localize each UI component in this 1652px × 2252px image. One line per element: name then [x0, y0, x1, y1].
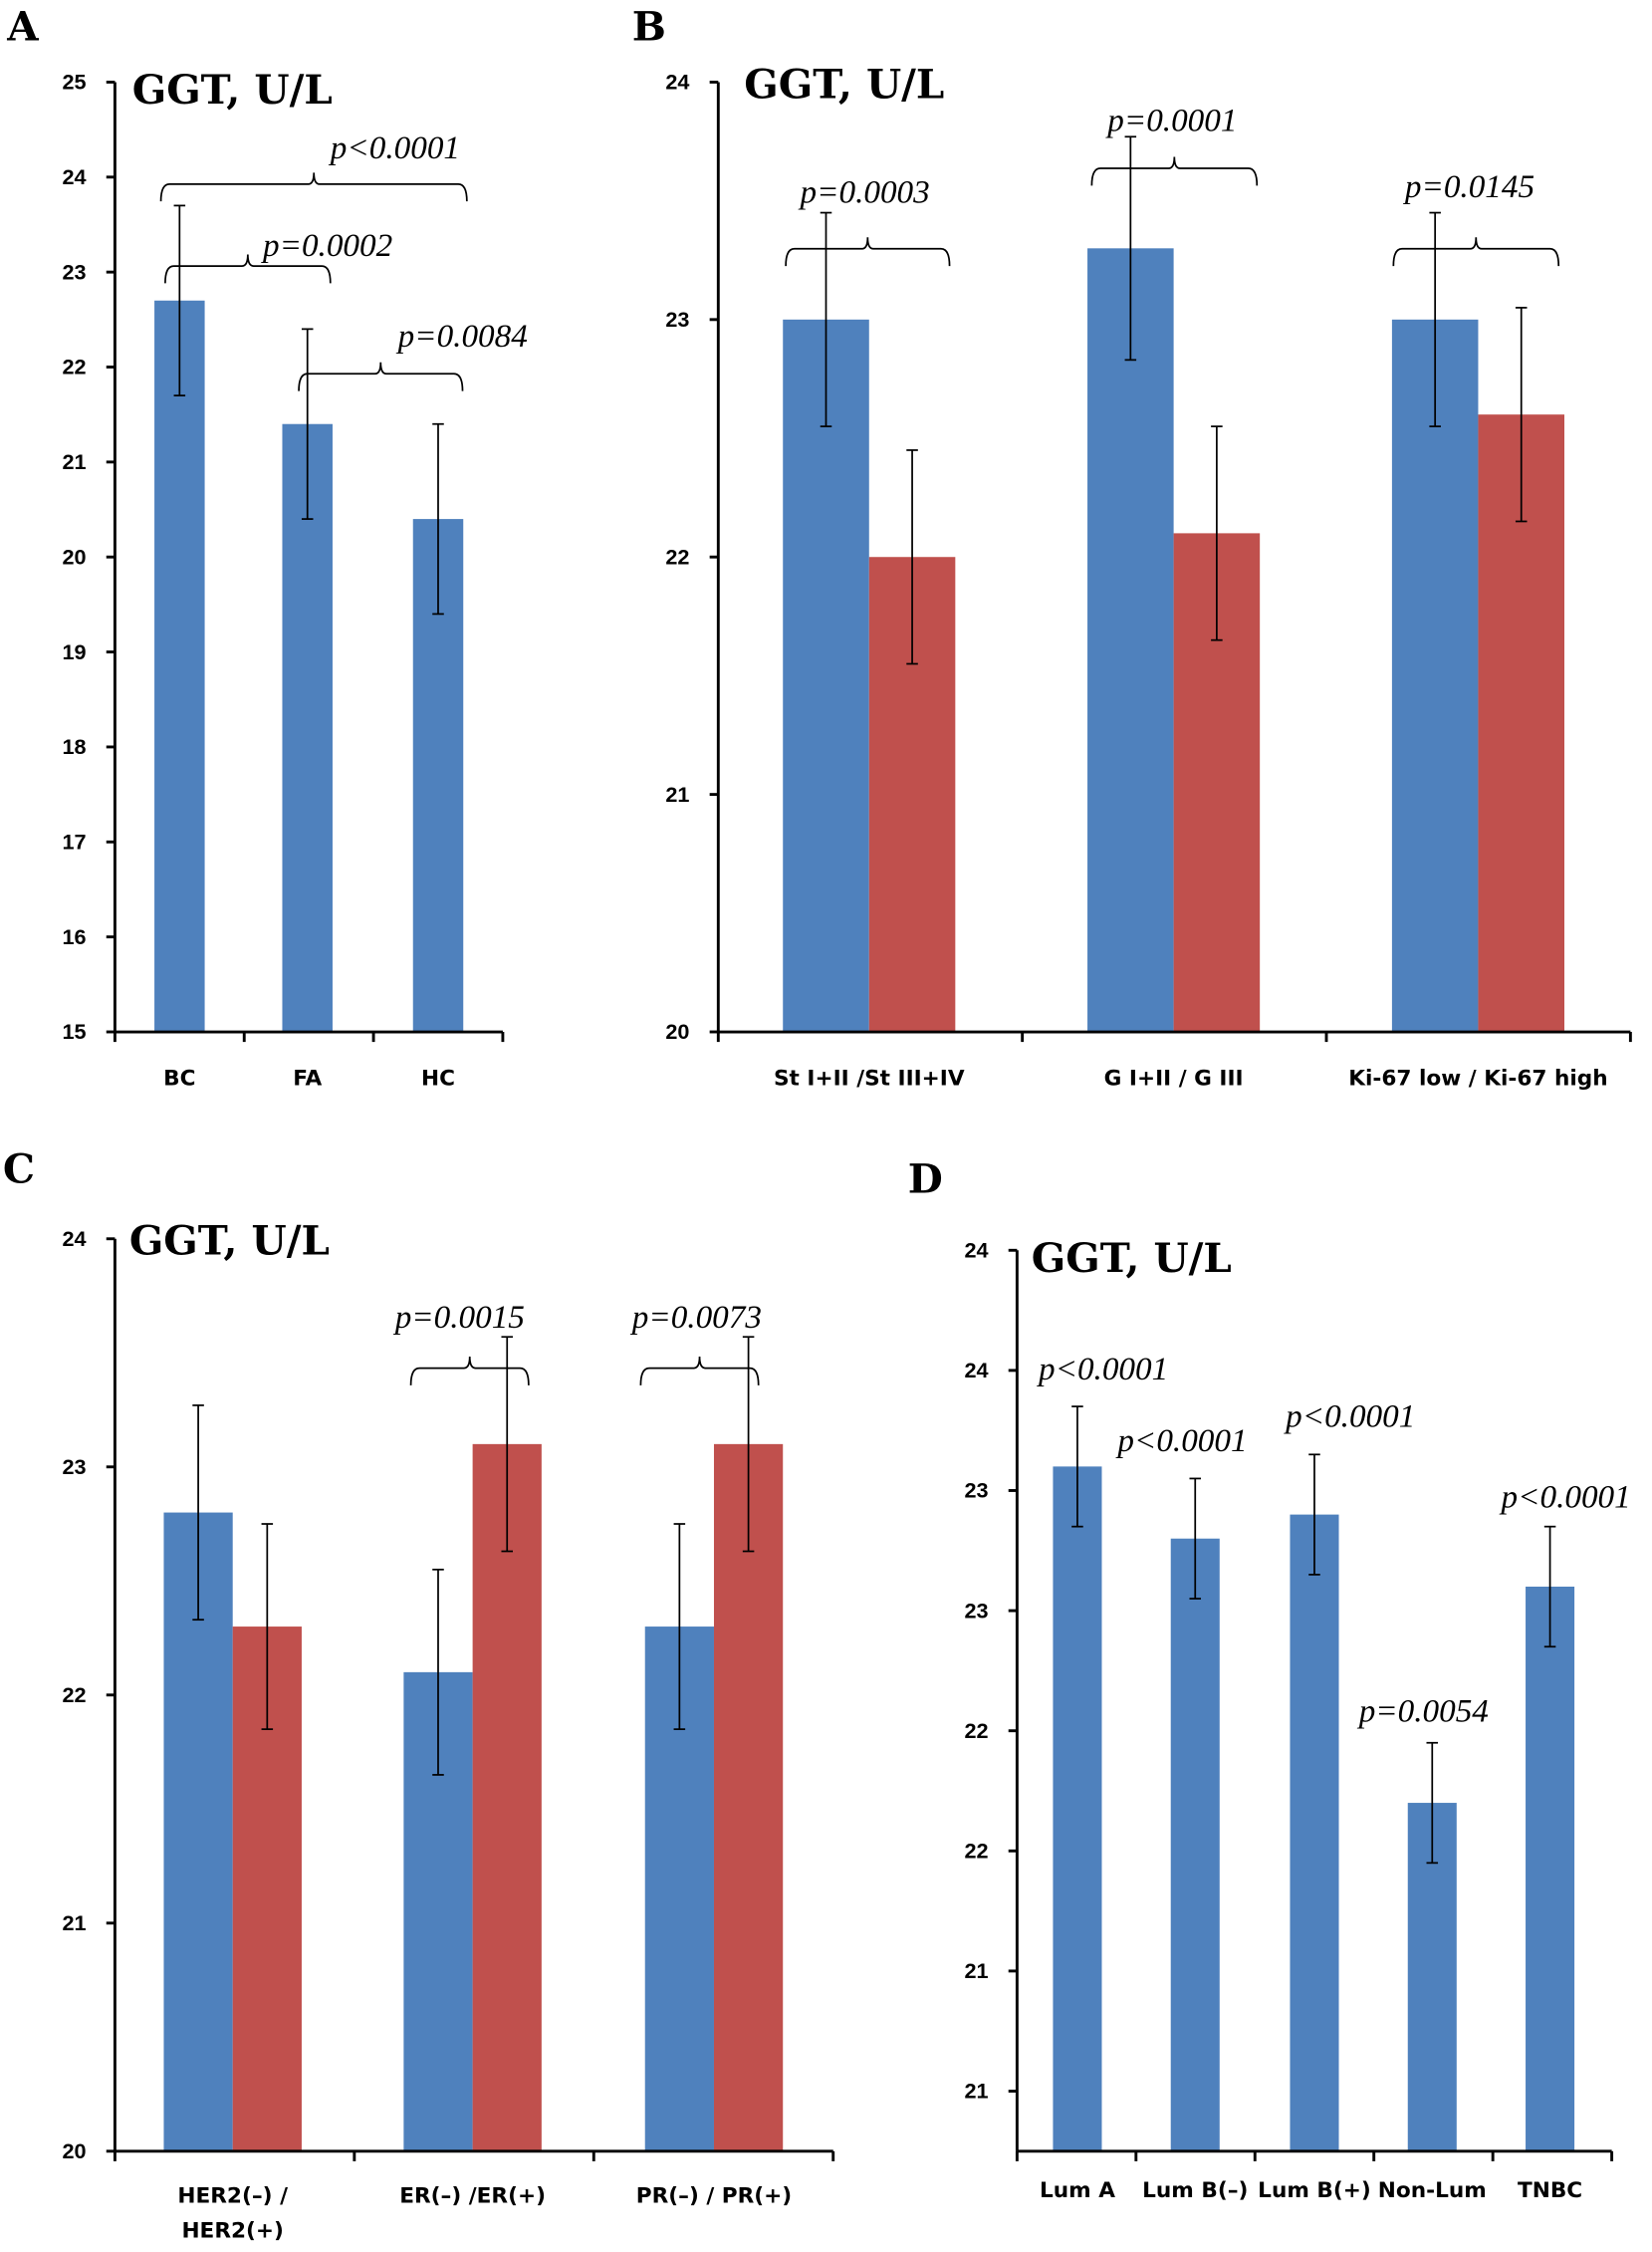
p-value-label: p=0.0145	[1403, 168, 1534, 205]
panel-a: A GGT, U/L 15 16 17 18 19 20 21 22 23 24 25 BC FA HC p<0…	[6, 3, 528, 1092]
p-value-label: p=0.0084	[396, 318, 528, 355]
y-tick-label: 23	[964, 1478, 988, 1503]
x-tick-label: Lum A	[1040, 2178, 1115, 2203]
y-tick-label: 25	[62, 70, 86, 95]
significance-bracket	[164, 254, 332, 284]
bar	[1526, 1586, 1575, 2151]
bar	[1087, 248, 1174, 1033]
significance-bracket	[298, 362, 464, 391]
panel-letter: A	[6, 3, 39, 51]
significance-bracket	[159, 172, 468, 202]
y-tick-label: 22	[964, 1839, 988, 1864]
bar	[154, 300, 205, 1033]
y-tick-label: 23	[964, 1598, 988, 1623]
significance-bracket	[639, 1357, 760, 1385]
chart-title: GGT, U/L	[1032, 1234, 1232, 1282]
y-tick-label: 16	[62, 924, 86, 949]
y-tick-label: 24	[964, 1237, 988, 1262]
panel-letter: C	[3, 1144, 35, 1192]
y-tick-label: 24	[964, 1358, 988, 1382]
panel-letter: D	[908, 1155, 943, 1203]
p-value-label: p=0.0001	[1105, 102, 1237, 138]
bar	[713, 1443, 784, 2151]
x-tick-label: PR(–) / PR(+)	[636, 2184, 792, 2209]
p-value-label: p<0.0001	[329, 129, 460, 166]
y-tick-label: 24	[665, 70, 689, 95]
significance-bracket	[1392, 237, 1560, 267]
significance-bracket	[1090, 156, 1259, 186]
x-tick-label: Ki-67 low / Ki-67 high	[1348, 1066, 1607, 1091]
y-tick-label: 24	[62, 164, 86, 189]
x-tick-label: ER(–) /ER(+)	[399, 2184, 546, 2209]
y-tick-label: 21	[62, 449, 86, 474]
y-tick-label: 21	[665, 782, 689, 807]
y-tick-label: 15	[62, 1019, 86, 1044]
x-tick-label: Lum B(–)	[1142, 2178, 1248, 2203]
p-value-label: p<0.0001	[1500, 1479, 1631, 1516]
panel-d: D GGT, U/L 21 21 22 22 23 23 24 24 Lum A Lum B(–) Lu…	[908, 1155, 1631, 2203]
y-tick-label: 22	[62, 1682, 86, 1707]
y-tick-label: 20	[62, 2138, 86, 2163]
significance-bracket	[409, 1357, 530, 1385]
bar	[1290, 1514, 1339, 2151]
bar	[783, 319, 869, 1033]
x-tick-label: TNBC	[1518, 2178, 1582, 2203]
x-tick-label: Non-Lum	[1378, 2178, 1487, 2203]
bar	[1053, 1466, 1102, 2151]
y-tick-label: 20	[665, 1019, 689, 1044]
y-tick-label: 21	[964, 1958, 988, 1983]
panel-c: C GGT, U/L 20 21 22 23 24 HER2(–) / HER2(+) ER(–)…	[3, 1144, 835, 2243]
x-tick-label: BC	[163, 1066, 195, 1091]
y-tick-label: 22	[665, 544, 689, 569]
significance-bracket	[785, 237, 951, 267]
y-tick-label: 18	[62, 734, 86, 759]
x-tick-label: Lum B(+)	[1258, 2178, 1371, 2203]
y-tick-label: 20	[62, 544, 86, 569]
p-value-label: p<0.0001	[1115, 1422, 1247, 1459]
x-tick-label: HC	[421, 1066, 455, 1091]
y-tick-label: 22	[62, 355, 86, 379]
p-value-label: p<0.0001	[1037, 1351, 1168, 1387]
x-tick-label: G I+II / G III	[1104, 1066, 1244, 1091]
x-tick-label: HER2(+)	[181, 2218, 283, 2243]
panel-letter: B	[632, 3, 666, 51]
chart-title: GGT, U/L	[129, 1217, 330, 1265]
y-tick-label: 17	[62, 830, 86, 855]
y-tick-label: 23	[665, 307, 689, 332]
p-value-label: p=0.0003	[799, 174, 930, 211]
chart-title: GGT, U/L	[132, 66, 333, 114]
x-tick-label: St I+II /St III+IV	[774, 1066, 965, 1091]
p-value-label: p=0.0054	[1357, 1692, 1489, 1729]
y-tick-label: 21	[964, 2079, 988, 2104]
bar	[1391, 319, 1479, 1033]
bar	[1170, 1538, 1220, 2151]
x-tick-label: HER2(–) /	[177, 2184, 288, 2209]
p-value-label: p<0.0001	[1284, 1398, 1415, 1435]
x-tick-label: FA	[293, 1066, 322, 1091]
y-tick-label: 24	[62, 1226, 86, 1251]
chart-title: GGT, U/L	[744, 60, 944, 108]
bar	[472, 1443, 542, 2151]
bar	[282, 423, 333, 1033]
p-value-label: p=0.0073	[630, 1299, 762, 1336]
y-tick-label: 19	[62, 639, 86, 664]
y-tick-label: 21	[62, 1910, 86, 1935]
y-tick-label: 23	[62, 259, 86, 284]
y-tick-label: 23	[62, 1454, 86, 1479]
p-value-label: p=0.0015	[393, 1299, 525, 1336]
panel-b: B GGT, U/L 20 21 22 23 24 St I+II /St III+IV G I…	[632, 3, 1632, 1091]
p-value-label: p=0.0002	[261, 227, 392, 264]
y-tick-label: 22	[964, 1718, 988, 1743]
